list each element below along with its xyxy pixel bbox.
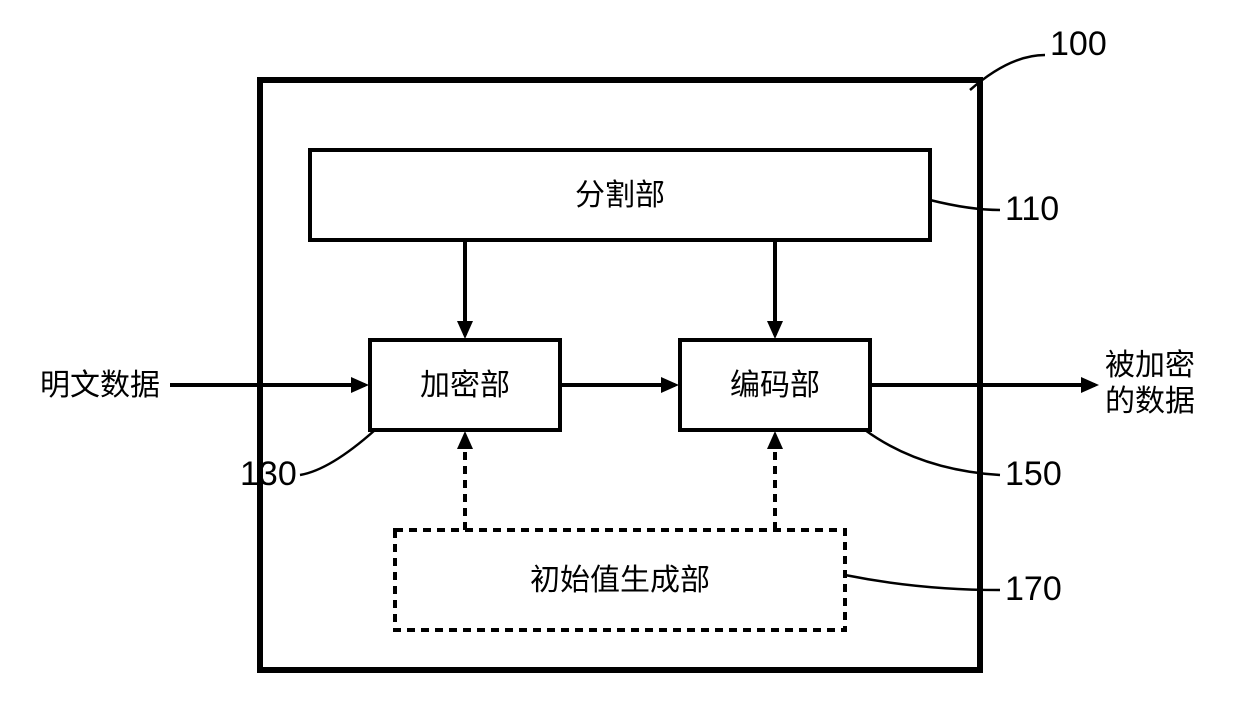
block-init-label: 初始值生成部: [530, 564, 710, 597]
ref-outer: 100: [1050, 25, 1107, 63]
ref-encode: 150: [1005, 455, 1062, 493]
ref-split: 110: [1005, 190, 1059, 228]
output-label-line1: 被加密: [1105, 349, 1195, 382]
ref-encrypt: 130: [240, 455, 297, 493]
block-split-label: 分割部: [575, 179, 665, 212]
output-label-line2: 的数据: [1105, 385, 1195, 418]
block-encode-label: 编码部: [730, 369, 820, 402]
input-label: 明文数据: [40, 369, 160, 402]
block-encrypt-label: 加密部: [420, 369, 510, 402]
ref-init: 170: [1005, 570, 1062, 608]
